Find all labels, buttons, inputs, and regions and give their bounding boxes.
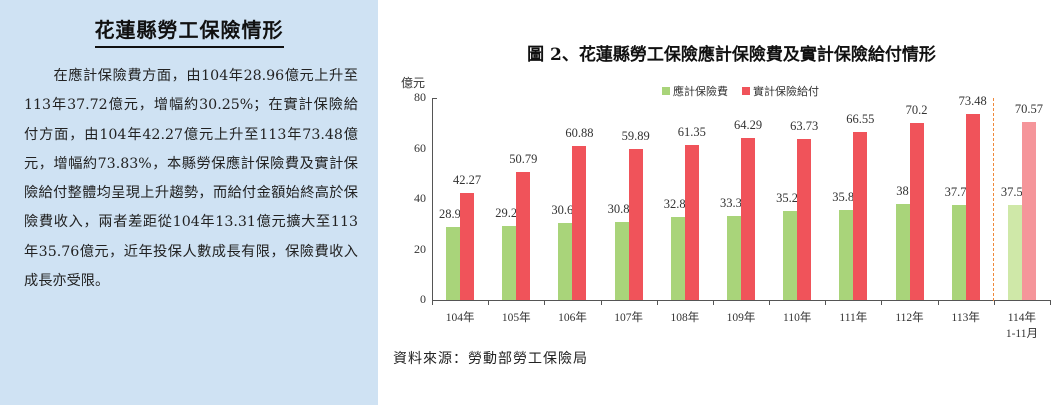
value-label: 70.2 — [905, 102, 928, 117]
x-tick-mark — [712, 300, 714, 305]
bar-benefit — [909, 122, 924, 300]
value-label: 42.27 — [453, 173, 482, 188]
summary-paragraph: 在應計保險費方面，由104年28.96億元上升至113年37.72億元，增幅約3… — [24, 68, 358, 290]
value-label: 64.29 — [733, 117, 763, 132]
x-tick-label: 109年 — [713, 310, 769, 326]
x-tick-mark — [769, 300, 771, 305]
bar-benefit — [965, 114, 980, 300]
legend-item-premium: 應計保險費 — [662, 83, 728, 99]
value-label: 63.73 — [790, 119, 819, 134]
bar-premium — [951, 204, 966, 300]
bar-benefit — [460, 193, 475, 300]
bar-premium — [1007, 205, 1022, 300]
bar-benefit — [853, 131, 868, 300]
legend-item-benefit: 實計保險給付 — [742, 83, 819, 99]
x-tick-mark — [1050, 300, 1051, 305]
chart-title: 圖 2、花蓮縣勞工保險應計保險費及實計保險給付情形 — [527, 45, 936, 65]
bar-benefit — [797, 139, 812, 300]
x-tick-label: 113年 — [938, 310, 994, 326]
bar-benefit — [1021, 121, 1036, 300]
value-label: 66.55 — [846, 111, 875, 126]
y-axis-label: 億元 — [401, 76, 426, 90]
bar-benefit — [684, 145, 699, 300]
x-tick-label: 104年 — [432, 310, 488, 326]
x-tick-label-line: 114年 — [1007, 312, 1037, 324]
bar-premium — [446, 226, 461, 300]
x-tick-label-line: 111年 — [839, 312, 868, 324]
bar-premium — [670, 217, 685, 300]
x-tick-mark — [544, 300, 546, 305]
y-tick-label: 40 — [414, 191, 426, 205]
value-label: 60.88 — [565, 126, 594, 141]
y-axis — [432, 98, 433, 301]
value-label: 73.48 — [958, 94, 987, 109]
y-tick-label: 20 — [414, 241, 426, 256]
bar-premium — [558, 222, 573, 300]
x-tick-mark — [488, 300, 490, 305]
x-tick-label: 107年 — [601, 310, 657, 326]
bar-premium — [502, 226, 517, 300]
x-tick-mark — [881, 300, 883, 305]
bar-benefit — [628, 148, 643, 300]
x-tick-label-line: 104年 — [445, 312, 475, 324]
data-source: 資料來源：勞動部勞工保險局 — [393, 351, 588, 367]
x-tick-mark — [432, 300, 433, 305]
x-tick-label-line: 108年 — [670, 312, 700, 324]
value-label: 70.57 — [1014, 101, 1043, 116]
x-tick-label-line: 1-11月 — [1005, 328, 1038, 340]
x-tick-mark — [656, 300, 658, 305]
x-tick-label: 112年 — [882, 310, 938, 326]
bar-benefit — [741, 137, 755, 300]
x-tick-label: 111年 — [825, 310, 881, 326]
bar-premium — [839, 209, 854, 300]
x-tick-label-line: 109年 — [726, 312, 756, 324]
bar-premium — [783, 210, 798, 300]
summary-panel: 花蓮縣勞工保險情形 在應計保險費方面，由104年28.96億元上升至113年37… — [0, 0, 378, 405]
legend-swatch-benefit — [742, 87, 750, 95]
bar-premium — [614, 222, 629, 300]
x-tick-label: 106年 — [544, 310, 600, 326]
x-tick-mark — [993, 300, 995, 305]
y-axis-cap — [432, 98, 437, 99]
x-axis — [432, 300, 1050, 301]
x-tick-mark — [825, 300, 827, 305]
summary-title: 花蓮縣勞工保險情形 — [0, 14, 378, 48]
x-tick-mark — [600, 300, 602, 305]
x-tick-mark — [937, 300, 939, 305]
value-label: 61.35 — [677, 125, 706, 140]
x-tick-label: 114年 1-11月 — [994, 310, 1050, 342]
y-tick-label: 60 — [414, 140, 426, 155]
x-tick-label: 105年 — [488, 310, 544, 326]
x-tick-label-line: 107年 — [614, 312, 643, 324]
bar-premium — [727, 215, 741, 300]
x-tick-label-line: 106年 — [558, 312, 587, 324]
value-label: 59.89 — [621, 128, 650, 143]
y-tick-label: 0 — [420, 292, 426, 306]
bar-benefit — [572, 146, 587, 300]
value-label: 38 — [896, 184, 909, 199]
x-tick-label-line: 105年 — [501, 312, 531, 324]
chart-legend: 應計保險費 實計保險給付 — [662, 83, 819, 99]
legend-swatch-premium — [662, 87, 670, 95]
x-tick-label: 108年 — [657, 310, 713, 326]
y-tick-label: 80 — [414, 90, 426, 104]
bar-premium — [895, 204, 910, 300]
x-tick-label-line: 112年 — [895, 312, 924, 324]
bar-benefit — [516, 171, 531, 300]
x-tick-label-line: 110年 — [783, 312, 812, 324]
x-tick-label: 110年 — [769, 310, 825, 326]
x-tick-label-line: 113年 — [951, 312, 980, 324]
partial-year-divider — [993, 98, 994, 301]
value-label: 50.79 — [509, 151, 538, 166]
